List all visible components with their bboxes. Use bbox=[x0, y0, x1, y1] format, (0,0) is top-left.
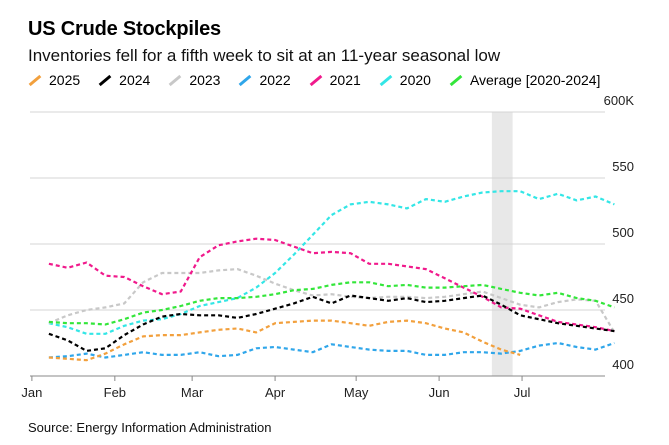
y-tick-label-400: 400 bbox=[612, 357, 634, 372]
y-tick-label-500: 500 bbox=[612, 225, 634, 240]
legend-label-2025: 2025 bbox=[49, 72, 81, 88]
legend: 2025 2024 2023 2022 2021 2020 Average [2… bbox=[28, 72, 618, 88]
y-tick-label-550: 550 bbox=[612, 159, 634, 174]
legend-label-average: Average [2020-2024] bbox=[469, 72, 601, 88]
y-tick-label-600: 600K bbox=[604, 93, 635, 108]
series-line-2022 bbox=[48, 341, 615, 359]
series-line-2023 bbox=[48, 268, 616, 333]
legend-label-2021: 2021 bbox=[329, 72, 361, 88]
legend-item-average: Average [2020-2024] bbox=[449, 72, 601, 88]
legend-item-2024: 2024 bbox=[98, 72, 150, 88]
x-tick-label-jul: Jul bbox=[514, 385, 531, 400]
source-note: Source: Energy Information Administratio… bbox=[28, 420, 272, 435]
legend-label-2023: 2023 bbox=[189, 72, 221, 88]
legend-label-2022: 2022 bbox=[259, 72, 291, 88]
legend-item-2021: 2021 bbox=[309, 72, 361, 88]
legend-item-2020: 2020 bbox=[379, 72, 431, 88]
x-tick-label-jan: Jan bbox=[21, 385, 42, 400]
x-tick-label-jun: Jun bbox=[429, 385, 450, 400]
y-tick-label-450: 450 bbox=[612, 291, 634, 306]
x-tick-label-may: May bbox=[344, 385, 369, 400]
chart-subtitle: Inventories fell for a fifth week to sit… bbox=[28, 46, 501, 65]
legend-label-2020: 2020 bbox=[399, 72, 431, 88]
series-line-2021 bbox=[48, 237, 615, 333]
chart-title: US Crude Stockpiles bbox=[28, 18, 221, 40]
series-line-2025 bbox=[48, 319, 521, 362]
legend-item-2022: 2022 bbox=[238, 72, 291, 88]
series-line-2024 bbox=[48, 294, 615, 352]
series-line-2020 bbox=[48, 190, 615, 335]
x-tick-label-mar: Mar bbox=[181, 385, 204, 400]
legend-item-2025: 2025 bbox=[28, 72, 80, 88]
x-tick-label-feb: Feb bbox=[104, 385, 126, 400]
series-line-average-2020-2024 bbox=[48, 281, 615, 326]
x-tick-label-apr: Apr bbox=[265, 385, 286, 400]
legend-label-2024: 2024 bbox=[119, 72, 151, 88]
legend-item-2023: 2023 bbox=[168, 72, 220, 88]
